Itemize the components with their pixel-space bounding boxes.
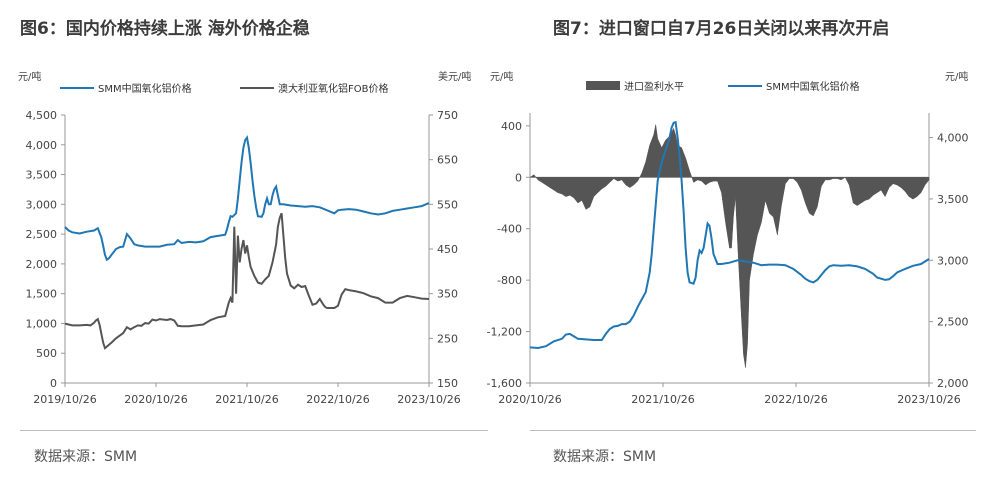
chart1-x-tick-label: 2020/10/26 xyxy=(498,393,561,406)
chart0-left-tick-label: 3,000 xyxy=(26,198,58,211)
chart1-right-tick-label: 3,500 xyxy=(937,193,969,206)
chart1-left-tick-label: -400 xyxy=(497,223,522,236)
chart1-legend-swatch-0 xyxy=(586,81,620,90)
figure7-title: 图7：进口窗口自7月26日关闭以来再次开启 xyxy=(553,19,890,39)
chart0-right-unit: 美元/吨 xyxy=(438,70,471,83)
chart1-left-tick-label: -1,200 xyxy=(487,326,522,339)
chart1-left-tick-label: -800 xyxy=(497,274,522,287)
chart0-right-tick-label: 650 xyxy=(437,154,458,167)
chart1-left-tick-label: -1,600 xyxy=(487,377,522,390)
chart1-legend-label-1: SMM中国氧化铝价格 xyxy=(766,80,860,93)
chart0-left-unit: 元/吨 xyxy=(18,70,41,83)
chart1-left-tick-label: 0 xyxy=(515,171,522,184)
chart0-left-tick-label: 2,500 xyxy=(26,228,58,241)
chart1-series-0-area xyxy=(529,124,930,368)
chart1-right-unit: 元/吨 xyxy=(945,70,968,83)
figure6-footer-rule xyxy=(20,430,488,431)
figure6-source: 数据来源：SMM xyxy=(34,449,138,465)
chart0-x-tick-label: 2021/10/26 xyxy=(215,393,278,406)
chart0-right-tick-label: 550 xyxy=(437,198,458,211)
chart0-x-tick-label: 2019/10/26 xyxy=(33,393,96,406)
chart0-legend-label-0: SMM中国氧化铝价格 xyxy=(98,82,192,95)
chart1-legend-label-0: 进口盈利水平 xyxy=(624,81,684,93)
chart1-x-tick-label: 2023/10/26 xyxy=(897,393,960,406)
chart0-right-tick-label: 250 xyxy=(437,332,458,345)
chart1-left-tick-label: 400 xyxy=(501,120,522,133)
chart0-left-tick-label: 1,000 xyxy=(26,317,58,330)
chart0-right-tick-label: 150 xyxy=(437,377,458,390)
chart0-series-0-line xyxy=(64,135,430,262)
figure7-source: 数据来源：SMM xyxy=(553,449,657,465)
chart1-right-tick-label: 3,000 xyxy=(937,254,969,267)
chart0-left-tick-label: 2,000 xyxy=(26,258,58,271)
figure6-title: 图6：国内价格持续上涨 海外价格企稳 xyxy=(20,19,310,39)
chart1-series-1-line xyxy=(529,120,930,350)
chart0-right-tick-label: 450 xyxy=(437,243,458,256)
chart0-left-tick-label: 1,500 xyxy=(26,288,58,301)
chart1-right-tick-label: 4,000 xyxy=(937,132,969,145)
chart0-right-tick-label: 350 xyxy=(437,288,458,301)
chart0-right-tick-label: 750 xyxy=(437,109,458,122)
chart0-left-tick-label: 4,500 xyxy=(26,109,58,122)
chart1-left-unit: 元/吨 xyxy=(490,70,513,83)
chart1-right-tick-label: 2,000 xyxy=(937,377,969,390)
chart1-x-tick-label: 2021/10/26 xyxy=(631,393,694,406)
chart0-left-tick-label: 3,500 xyxy=(26,169,58,182)
chart0-left-tick-label: 0 xyxy=(50,377,57,390)
chart0-x-tick-label: 2020/10/26 xyxy=(124,393,187,406)
chart0-x-tick-label: 2022/10/26 xyxy=(306,393,369,406)
chart0-left-tick-label: 4,000 xyxy=(26,139,58,152)
chart1-right-tick-label: 2,500 xyxy=(937,316,969,329)
chart0-series-1-line xyxy=(64,212,430,350)
chart1-x-tick-label: 2022/10/26 xyxy=(764,393,827,406)
chart0-legend-label-1: 澳大利亚氧化铝FOB价格 xyxy=(278,82,388,95)
chart0-x-tick-label: 2023/10/26 xyxy=(397,393,460,406)
figure7-footer-rule xyxy=(530,430,976,431)
chart0-left-tick-label: 500 xyxy=(36,347,57,360)
